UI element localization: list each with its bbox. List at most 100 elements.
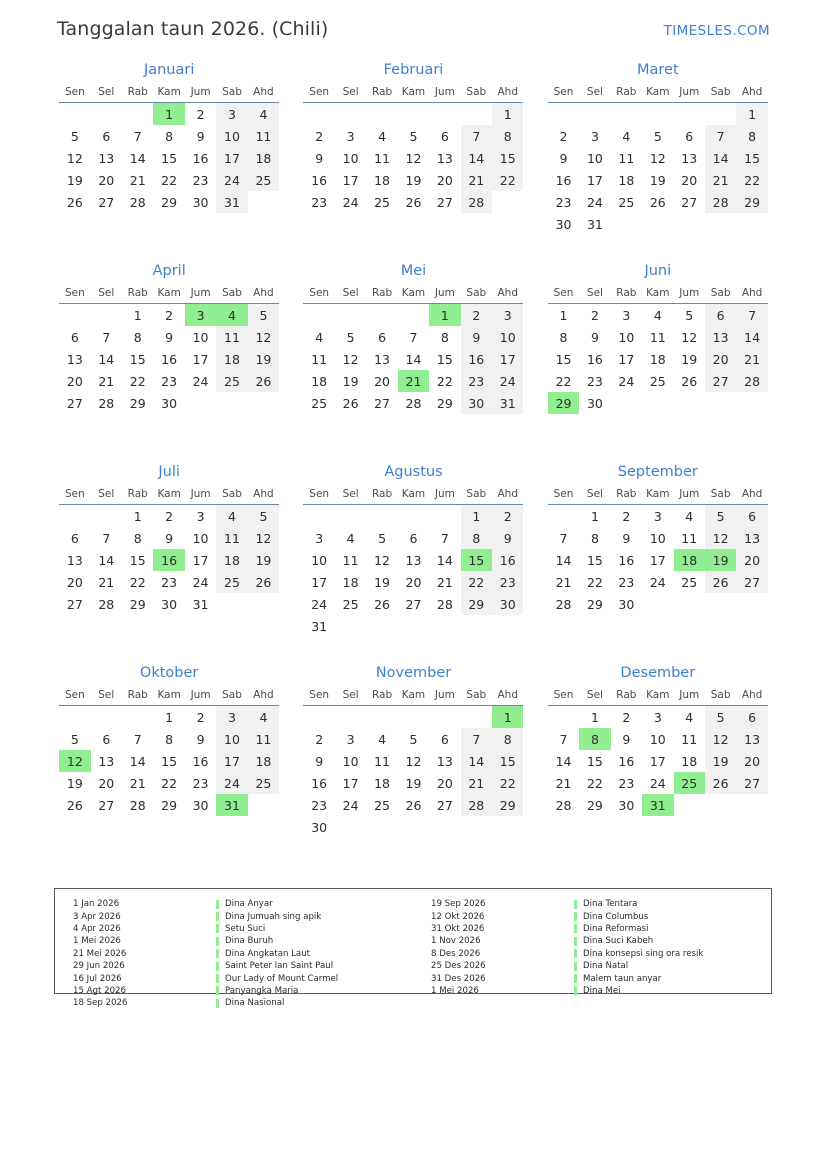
day-cell[interactable]: 10: [192, 329, 209, 345]
day-cell[interactable]: 28: [98, 596, 115, 612]
day-cell[interactable]: 8: [165, 731, 174, 747]
day-cell[interactable]: 5: [346, 329, 355, 345]
day-cell[interactable]: 23: [161, 373, 178, 389]
day-cell[interactable]: 1: [133, 307, 142, 323]
day-cell-weekend[interactable]: 26: [704, 571, 737, 593]
day-cell[interactable]: 15: [161, 150, 178, 166]
day-cell[interactable]: 30: [161, 395, 178, 411]
day-cell[interactable]: 4: [315, 329, 324, 345]
day-cell[interactable]: 24: [649, 574, 666, 590]
day-cell-weekend[interactable]: 26: [247, 571, 280, 593]
day-cell[interactable]: 16: [192, 753, 209, 769]
day-cell[interactable]: 23: [618, 775, 635, 791]
day-cell-weekend[interactable]: 14: [460, 750, 493, 772]
day-cell[interactable]: 2: [196, 106, 205, 122]
day-cell-weekend[interactable]: 16: [460, 348, 493, 370]
day-cell-weekend[interactable]: 27: [736, 571, 768, 593]
day-cell[interactable]: 14: [98, 351, 115, 367]
day-cell-weekend[interactable]: 14: [704, 147, 737, 169]
day-cell-weekend[interactable]: 10: [216, 125, 248, 147]
day-cell[interactable]: 26: [342, 395, 359, 411]
day-cell[interactable]: 29: [586, 797, 603, 813]
day-cell[interactable]: 2: [622, 508, 631, 524]
day-cell-weekend[interactable]: 28: [460, 191, 493, 213]
day-cell-weekend[interactable]: 29: [736, 191, 768, 213]
day-cell[interactable]: 13: [98, 753, 115, 769]
day-cell[interactable]: 25: [618, 194, 635, 210]
day-cell[interactable]: 11: [342, 552, 359, 568]
day-cell[interactable]: 16: [555, 172, 572, 188]
day-cell-holiday[interactable]: 3: [184, 303, 217, 326]
day-cell-weekend[interactable]: 7: [704, 125, 737, 147]
day-cell-weekend[interactable]: 14: [460, 147, 493, 169]
day-cell[interactable]: 24: [618, 373, 635, 389]
day-cell-weekend[interactable]: 11: [247, 728, 280, 750]
day-cell[interactable]: 4: [378, 128, 387, 144]
day-cell-weekend[interactable]: 15: [736, 147, 768, 169]
day-cell[interactable]: 1: [590, 508, 599, 524]
day-cell-holiday[interactable]: 1: [492, 705, 524, 728]
day-cell[interactable]: 30: [618, 596, 635, 612]
day-cell[interactable]: 14: [436, 552, 453, 568]
day-cell[interactable]: 14: [129, 753, 146, 769]
day-cell[interactable]: 13: [374, 351, 390, 367]
day-cell-weekend[interactable]: 3: [216, 102, 248, 125]
day-cell[interactable]: 9: [590, 329, 599, 345]
day-cell[interactable]: 5: [685, 307, 694, 323]
day-cell[interactable]: 22: [129, 373, 146, 389]
day-cell-weekend[interactable]: 21: [736, 348, 768, 370]
day-cell[interactable]: 18: [649, 351, 666, 367]
day-cell[interactable]: 8: [165, 128, 174, 144]
day-cell[interactable]: 23: [161, 574, 178, 590]
day-cell[interactable]: 3: [346, 128, 355, 144]
day-cell[interactable]: 23: [618, 574, 635, 590]
day-cell[interactable]: 7: [102, 329, 111, 345]
day-cell-weekend[interactable]: 17: [216, 750, 248, 772]
day-cell[interactable]: 7: [133, 128, 142, 144]
day-cell[interactable]: 6: [70, 329, 79, 345]
day-cell[interactable]: 29: [161, 194, 178, 210]
day-cell[interactable]: 5: [653, 128, 662, 144]
day-cell[interactable]: 27: [436, 194, 453, 210]
day-cell[interactable]: 17: [586, 172, 603, 188]
brand-link[interactable]: TIMESLES.COM: [663, 23, 770, 39]
day-cell-holiday[interactable]: 1: [153, 102, 185, 125]
day-cell[interactable]: 14: [98, 552, 115, 568]
day-cell[interactable]: 6: [378, 329, 387, 345]
day-cell-weekend[interactable]: 1: [460, 504, 493, 527]
day-cell-weekend[interactable]: 8: [736, 125, 768, 147]
day-cell[interactable]: 3: [346, 731, 355, 747]
day-cell-weekend[interactable]: 21: [460, 169, 493, 191]
day-cell-weekend[interactable]: 11: [216, 527, 248, 549]
day-cell[interactable]: 19: [342, 373, 359, 389]
day-cell[interactable]: 15: [129, 351, 146, 367]
day-cell[interactable]: 15: [586, 552, 603, 568]
day-cell[interactable]: 20: [66, 373, 83, 389]
day-cell[interactable]: 21: [555, 574, 572, 590]
day-cell-weekend[interactable]: 11: [247, 125, 280, 147]
day-cell-weekend[interactable]: 28: [460, 794, 493, 816]
day-cell[interactable]: 13: [681, 150, 698, 166]
day-cell[interactable]: 28: [405, 395, 422, 411]
day-cell-weekend[interactable]: 29: [460, 593, 493, 615]
day-cell[interactable]: 10: [311, 552, 328, 568]
day-cell[interactable]: 11: [618, 150, 635, 166]
day-cell[interactable]: 23: [311, 194, 328, 210]
day-cell[interactable]: 23: [311, 797, 328, 813]
day-cell[interactable]: 19: [374, 574, 390, 590]
day-cell[interactable]: 21: [555, 775, 572, 791]
day-cell[interactable]: 31: [586, 216, 603, 232]
day-cell[interactable]: 26: [374, 596, 390, 612]
day-cell[interactable]: 6: [440, 731, 449, 747]
day-cell-weekend[interactable]: 18: [247, 147, 280, 169]
day-cell[interactable]: 25: [311, 395, 328, 411]
day-cell[interactable]: 27: [374, 395, 390, 411]
day-cell[interactable]: 28: [436, 596, 453, 612]
day-cell[interactable]: 18: [342, 574, 359, 590]
day-cell[interactable]: 7: [102, 530, 111, 546]
day-cell[interactable]: 23: [192, 172, 209, 188]
day-cell[interactable]: 1: [165, 709, 174, 725]
day-cell[interactable]: 14: [555, 753, 572, 769]
day-cell[interactable]: 19: [405, 775, 422, 791]
day-cell[interactable]: 3: [590, 128, 599, 144]
